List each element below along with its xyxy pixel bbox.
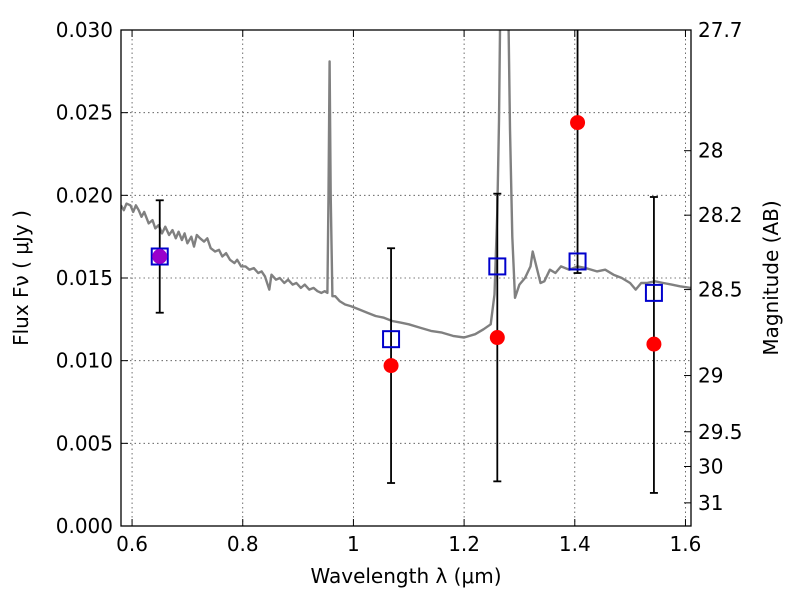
y-tick-label: 0.020 [56, 183, 113, 207]
x-tick-label: 0.6 [116, 532, 148, 556]
right-axis-label: Magnitude (AB) [759, 200, 783, 355]
x-tick-label: 1.6 [670, 532, 702, 556]
right-tick-label: 29.5 [698, 420, 743, 444]
y-tick-label: 0.000 [56, 514, 113, 538]
right-tick-label: 30 [698, 454, 723, 478]
axis-ticks [121, 29, 691, 527]
x-tick-label: 1.4 [559, 532, 591, 556]
x-tick-label: 1.2 [448, 532, 480, 556]
model-square-marker [488, 257, 507, 276]
x-axis-label: Wavelength λ (μm) [310, 564, 501, 588]
right-tick-label: 27.7 [698, 18, 743, 42]
y-tick-label: 0.025 [56, 101, 113, 125]
right-tick-label: 28.5 [698, 278, 743, 302]
right-tick-labels: 27.7 28 28.2 28.5 29 29.5 30 31 [698, 18, 743, 515]
measured-point-marker [152, 249, 168, 265]
y-axis-label: Flux Fν ( μJy ) [9, 210, 33, 346]
right-tick-label: 31 [698, 491, 723, 515]
measured-point-marker [383, 358, 399, 374]
model-squares [150, 247, 663, 349]
model-square-marker [568, 252, 587, 271]
model-square-marker [382, 330, 401, 349]
x-tick-labels: 0.6 0.8 1 1.2 1.4 1.6 [116, 532, 701, 556]
measured-point-marker [570, 115, 586, 131]
model-square-marker [644, 283, 663, 302]
model-square-marker [150, 247, 169, 266]
spectrum-line [121, 30, 691, 339]
x-tick-label: 1 [347, 532, 360, 556]
right-tick-label: 28 [698, 139, 723, 163]
y-tick-label: 0.015 [56, 266, 113, 290]
measured-point-marker [489, 330, 505, 346]
y-tick-label: 0.005 [56, 431, 113, 455]
y-tick-label: 0.030 [56, 18, 113, 42]
x-tick-label: 0.8 [227, 532, 259, 556]
right-tick-label: 29 [698, 364, 723, 388]
right-tick-label: 28.2 [698, 203, 743, 227]
y-tick-label: 0.010 [56, 349, 113, 373]
measured-points [152, 115, 662, 374]
y-tick-labels: 0.000 0.005 0.010 0.015 0.020 0.025 0.030 [56, 18, 113, 538]
measured-point-marker [646, 336, 662, 352]
